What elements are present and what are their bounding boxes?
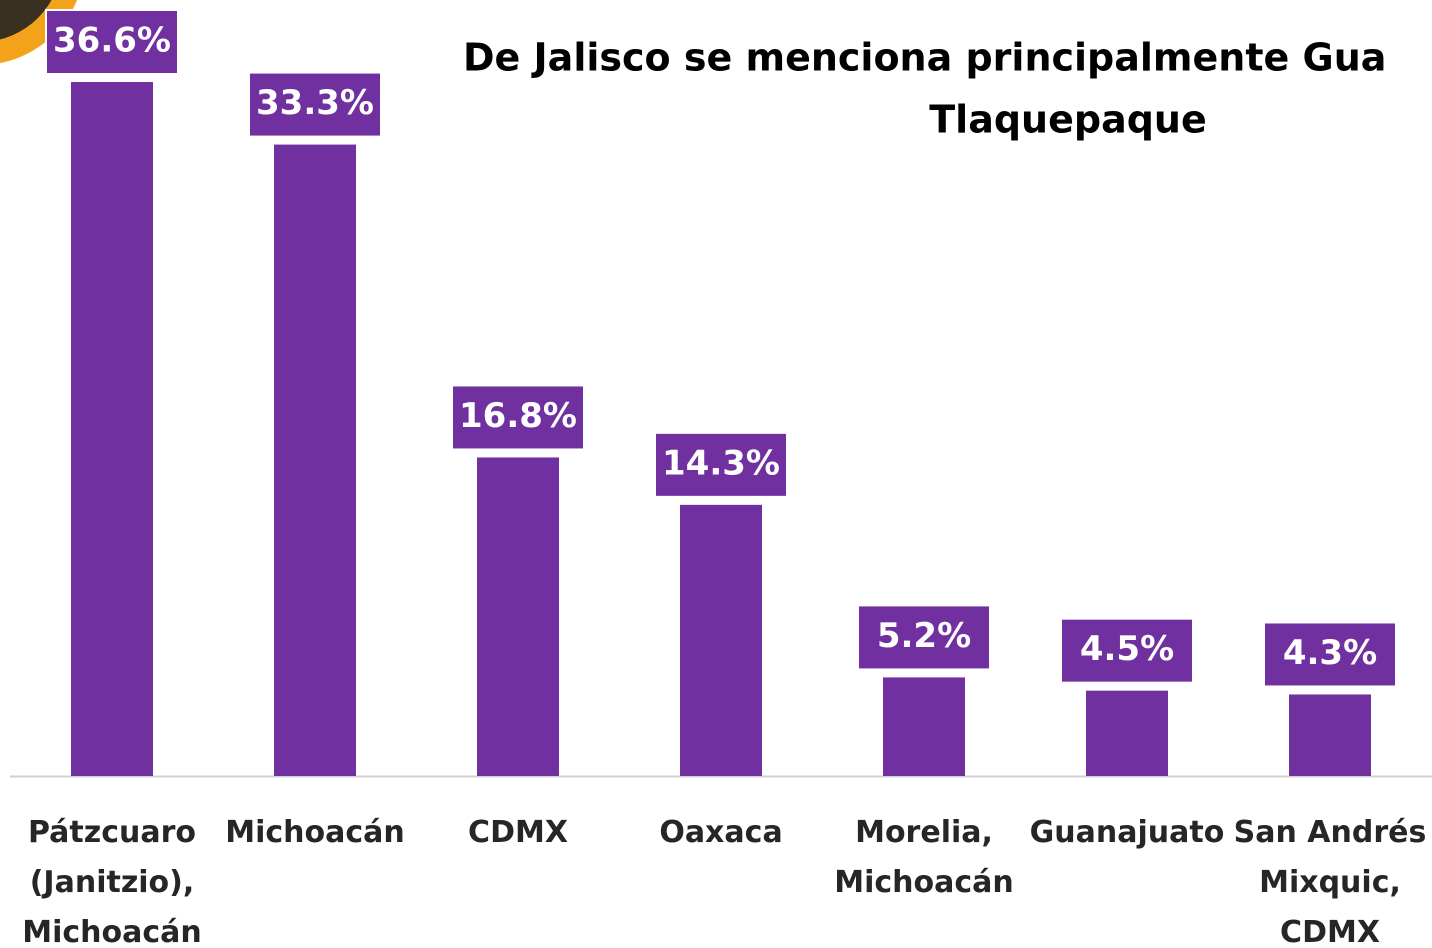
- value-label: 16.8%: [459, 396, 577, 436]
- value-label-box: [248, 71, 382, 138]
- value-label: 5.2%: [877, 616, 971, 656]
- bar: [274, 144, 356, 776]
- x-tick-label: Oaxaca: [659, 815, 783, 850]
- value-label: 36.6%: [53, 21, 171, 61]
- bar: [71, 82, 153, 776]
- bar: [680, 504, 762, 776]
- bar: [1086, 690, 1168, 776]
- bar: [883, 677, 965, 776]
- decor-image: [0, 0, 52, 40]
- x-tick-label: San Andrés Mixquic, CDMX: [1233, 815, 1427, 948]
- value-label: 33.3%: [256, 83, 374, 123]
- chart-title: Tlaquepaque: [929, 98, 1207, 142]
- value-label-box: [1263, 621, 1397, 688]
- x-tick-label: Pátzcuaro (Janitzio), Michoacán: [22, 815, 202, 948]
- bar: [477, 457, 559, 776]
- value-label-box: [1060, 617, 1194, 684]
- chart-title: De Jalisco se menciona principalmente Gu…: [463, 36, 1386, 80]
- value-label: 4.5%: [1080, 629, 1174, 669]
- x-tick-label: Morelia, Michoacán: [834, 815, 1014, 900]
- value-label-box: [451, 384, 585, 451]
- value-label-box: [857, 604, 991, 671]
- x-tick-label: Michoacán: [225, 815, 405, 850]
- value-label-box: [45, 9, 179, 75]
- bar: [1289, 694, 1371, 776]
- x-tick-label: Guanajuato: [1029, 815, 1225, 850]
- value-label: 14.3%: [662, 443, 780, 483]
- x-tick-label: CDMX: [468, 815, 568, 850]
- value-label: 4.3%: [1283, 633, 1377, 673]
- value-label-box: [654, 431, 788, 498]
